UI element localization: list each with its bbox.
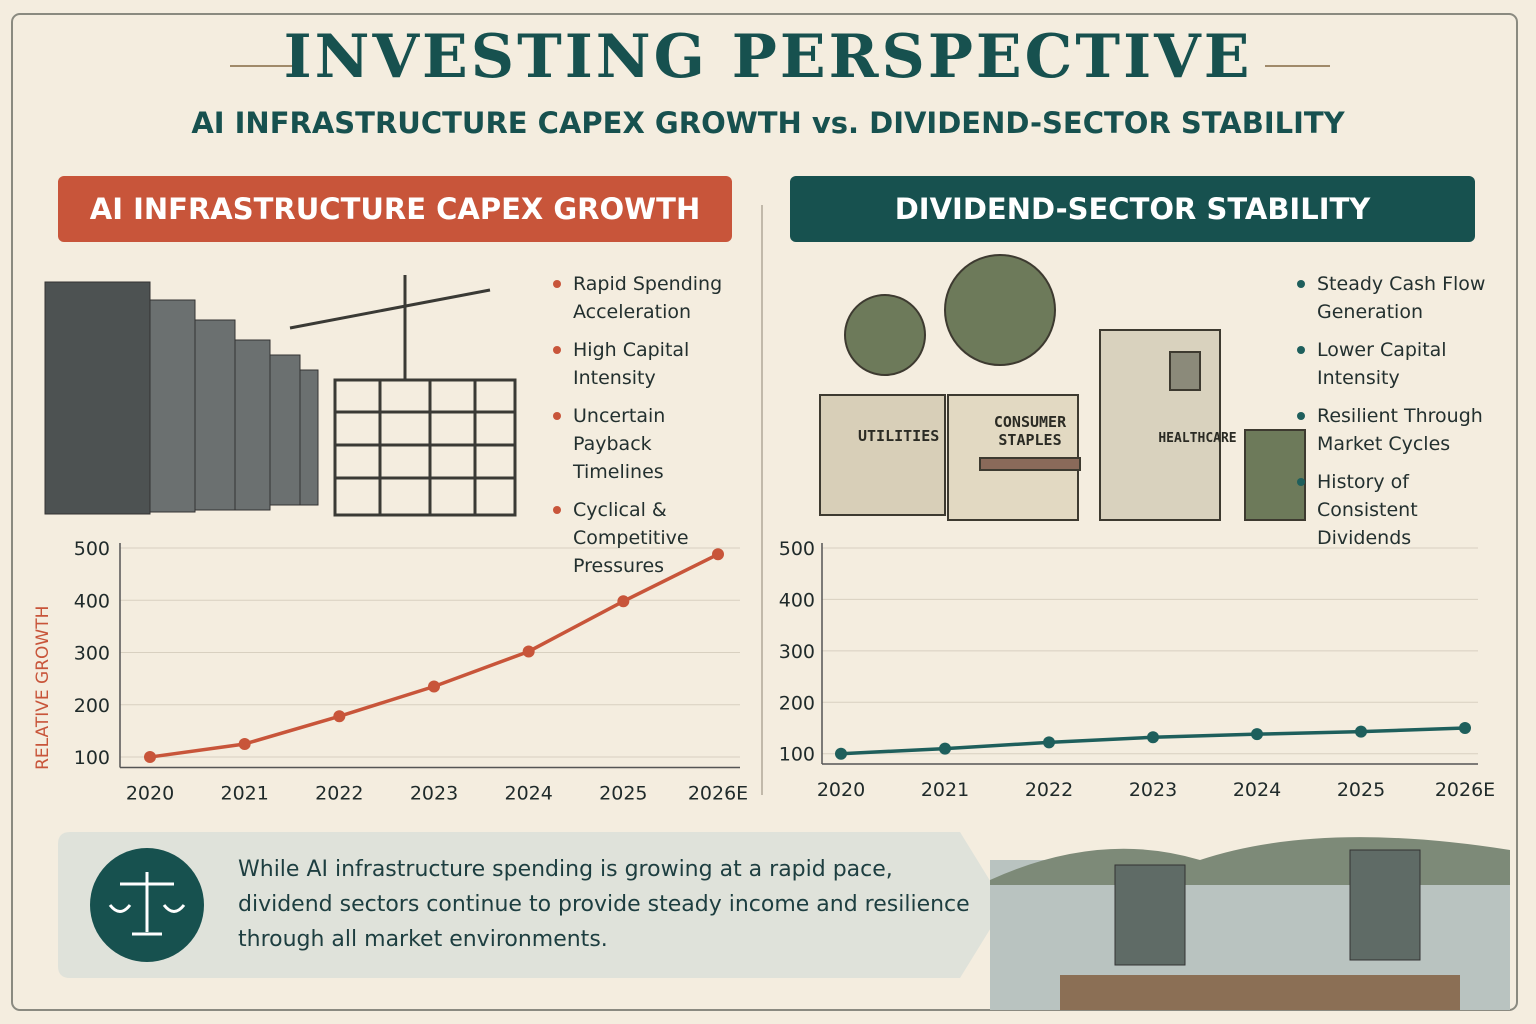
data-point xyxy=(617,595,630,608)
data-point xyxy=(1459,722,1471,734)
data-point xyxy=(144,751,156,764)
y-axis-label: RELATIVE GROWTH xyxy=(33,606,53,770)
data-point xyxy=(1147,731,1159,744)
y-tick-label: 300 xyxy=(779,641,815,663)
summary-line: While AI infrastructure spending is grow… xyxy=(238,857,893,882)
data-point xyxy=(333,710,346,723)
panel-heading: DIVIDEND-SECTOR STABILITY xyxy=(790,176,1475,242)
x-tick-label: 2021 xyxy=(220,783,268,805)
panel-heading: AI INFRASTRUCTURE CAPEX GROWTH xyxy=(58,176,732,242)
y-tick-label: 500 xyxy=(74,538,110,560)
data-point xyxy=(238,737,251,750)
page-title: INVESTING PERSPECTIVE xyxy=(283,22,1253,92)
summary-line: through all market environments. xyxy=(238,927,608,952)
server-illustration xyxy=(44,281,319,515)
y-tick-label: 400 xyxy=(779,589,815,611)
bullet-dot xyxy=(1297,478,1305,486)
construction-illustration xyxy=(289,275,517,517)
x-tick-label: 2026E xyxy=(688,783,748,805)
bullet-dot xyxy=(1297,412,1305,420)
bullet-dot xyxy=(553,506,561,514)
y-tick-label: 500 xyxy=(779,538,815,560)
data-point xyxy=(1043,736,1055,749)
x-tick-label: 2025 xyxy=(599,783,647,805)
summary-box xyxy=(58,832,1005,978)
summary-text: While AI infrastructure spending is grow… xyxy=(238,852,970,957)
data-point xyxy=(1251,728,1263,741)
bullet-dot xyxy=(1297,346,1305,354)
y-tick-label: 100 xyxy=(779,744,815,766)
y-tick-label: 300 xyxy=(74,643,110,665)
bullet: Cyclical & Competitive Pressures xyxy=(553,496,748,580)
x-tick-label: 2024 xyxy=(1233,779,1281,801)
bullet: Rapid Spending Acceleration xyxy=(553,270,748,326)
bullet-dot xyxy=(1297,280,1305,288)
lake-illustration xyxy=(990,837,1510,1010)
bullet-dot xyxy=(553,412,561,420)
illustration-label: CONSUMER STAPLES xyxy=(993,413,1067,449)
illustration-label: HEALTHCARE xyxy=(1158,431,1237,446)
data-point xyxy=(712,548,724,561)
scale-glyph xyxy=(108,872,186,936)
data-point xyxy=(939,742,951,755)
x-tick-label: 2021 xyxy=(921,779,969,801)
data-point xyxy=(835,747,847,760)
data-point xyxy=(522,645,535,658)
bullet-list: Steady Cash Flow Generation Lower Capital… xyxy=(1297,270,1492,562)
x-tick-label: 2022 xyxy=(315,783,363,805)
y-tick-label: 200 xyxy=(74,695,110,717)
y-tick-label: 200 xyxy=(779,692,815,714)
bullet-list: Rapid Spending Acceleration High Capital … xyxy=(553,270,748,590)
bullet: Lower Capital Intensity xyxy=(1297,336,1492,392)
bullet-dot xyxy=(553,346,561,354)
illustration-label: UTILITIES xyxy=(858,427,940,445)
x-tick-label: 2022 xyxy=(1025,779,1073,801)
bullet: High Capital Intensity xyxy=(553,336,748,392)
y-tick-label: 100 xyxy=(74,747,110,769)
summary-line: dividend sectors continue to provide ste… xyxy=(238,892,970,917)
y-tick-label: 400 xyxy=(74,590,110,612)
page-subtitle: AI INFRASTRUCTURE CAPEX GROWTH vs. DIVID… xyxy=(191,106,1345,140)
x-tick-label: 2024 xyxy=(504,783,552,805)
x-tick-label: 2020 xyxy=(126,783,174,805)
x-tick-label: 2023 xyxy=(410,783,458,805)
x-tick-label: 2023 xyxy=(1129,779,1177,801)
x-tick-label: 2026E xyxy=(1435,779,1495,801)
bullet: Uncertain Payback Timelines xyxy=(553,402,748,486)
bullet-dot xyxy=(553,280,561,288)
data-point xyxy=(1355,725,1367,738)
sector-illustration xyxy=(819,254,1306,521)
bullet: Steady Cash Flow Generation xyxy=(1297,270,1492,326)
x-tick-label: 2020 xyxy=(817,779,865,801)
data-point xyxy=(428,680,440,693)
bullet: Resilient Through Market Cycles xyxy=(1297,402,1492,458)
bullet: History of Consistent Dividends xyxy=(1297,468,1492,552)
x-tick-label: 2025 xyxy=(1337,779,1385,801)
frame xyxy=(11,13,1518,1011)
